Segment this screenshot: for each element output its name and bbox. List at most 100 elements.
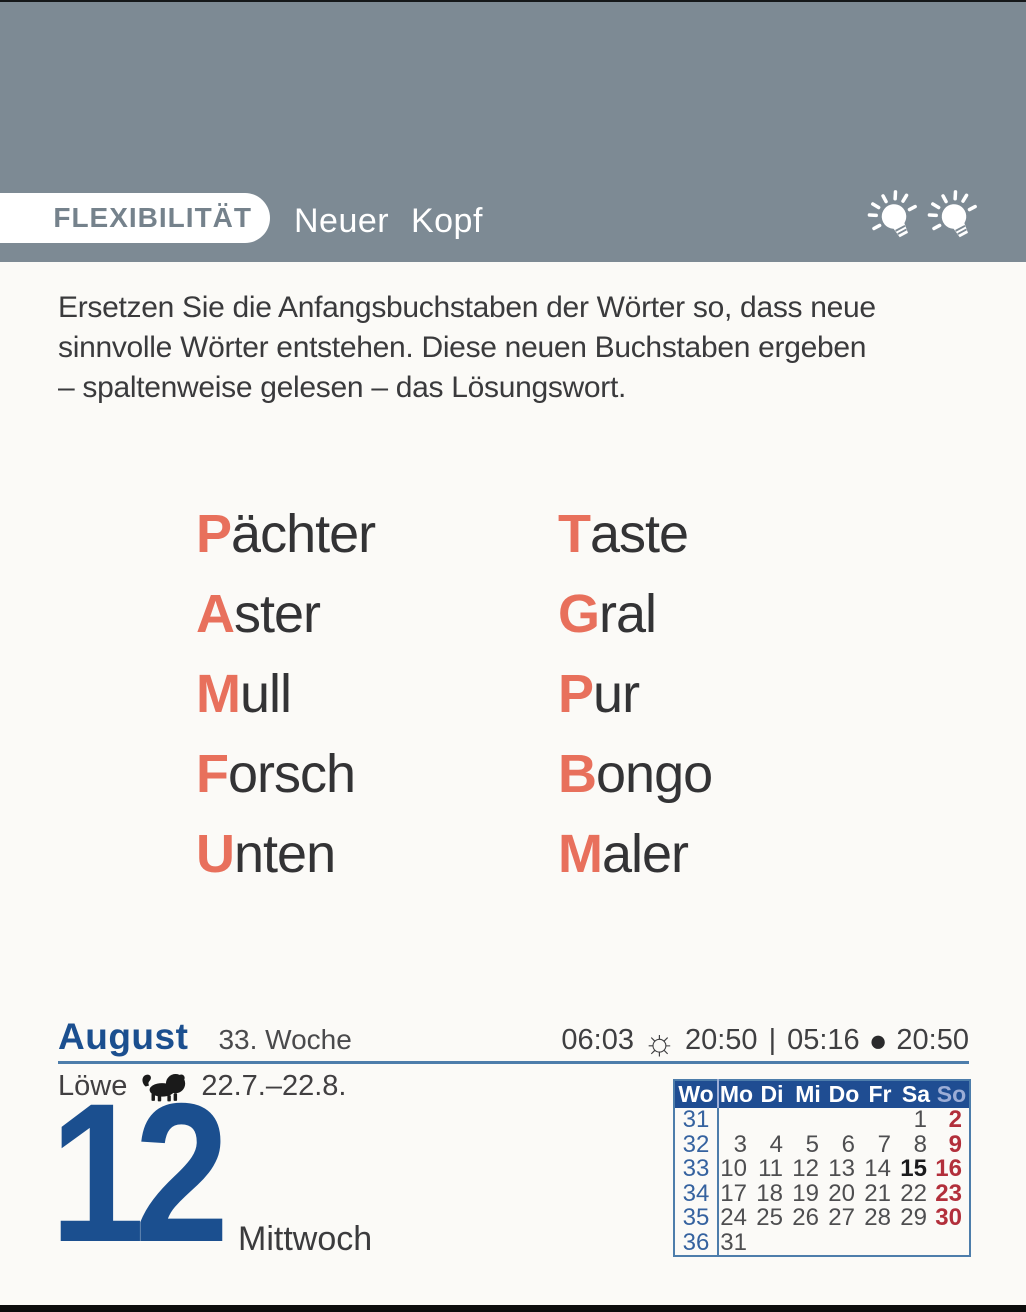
word-initial: M [196, 664, 241, 724]
word-rest: ull [239, 664, 292, 724]
calendar-day: 14 [864, 1155, 891, 1183]
leo-lion-icon [142, 1074, 186, 1102]
puzzle-word: Maler [558, 814, 712, 894]
word-initial: A [196, 584, 235, 644]
scan-edge-top [0, 0, 1026, 2]
month-name: August [58, 1016, 189, 1057]
zodiac-row: Löwe 22.7.–22.8. [58, 1070, 346, 1103]
calendar-day [862, 1108, 898, 1133]
calendar-day: 27 [828, 1204, 855, 1232]
word-initial: P [196, 504, 232, 564]
calendar-header-mo: Mo [718, 1080, 754, 1108]
calendar-header-sa: Sa [898, 1080, 934, 1108]
calendar-week-number: 32 [674, 1132, 719, 1157]
puzzle-word: Unten [196, 814, 375, 894]
moonrise-time: 05:16 [787, 1024, 860, 1056]
calendar-week-number: 33 [674, 1157, 719, 1182]
calendar-day: 2 [948, 1106, 962, 1134]
calendar-header-do: Do [826, 1080, 862, 1108]
day-number: 12 [50, 1062, 229, 1283]
calendar-header-di: Di [754, 1080, 790, 1108]
word-initial: B [558, 744, 597, 804]
calendar-header-fr: Fr [862, 1080, 898, 1108]
calendar-week-number: 36 [674, 1230, 719, 1256]
mini-month-calendar: Wo Mo Di Mi Do Fr Sa So 31 1 2 32 3 4 5 6 7 8 9 33 10 11 12 13… [673, 1079, 971, 1257]
calendar-day: 6 [841, 1130, 855, 1158]
calendar-week-row: 31 1 2 [674, 1108, 970, 1133]
scan-edge-bottom [0, 1305, 1026, 1312]
puzzle-word: Gral [558, 574, 712, 654]
calendar-week-number: 35 [674, 1206, 719, 1231]
calendar-day: 25 [756, 1204, 783, 1232]
word-initial: U [196, 824, 235, 884]
word-rest: ster [234, 584, 321, 644]
calendar-day [790, 1231, 826, 1257]
puzzle-word: Forsch [196, 734, 375, 814]
calendar-day [826, 1108, 862, 1133]
calendar-week-row: 32 3 4 5 6 7 8 9 [674, 1130, 970, 1158]
calendar-day: 23 [935, 1179, 962, 1207]
calendar-day: 10 [720, 1155, 747, 1183]
word-rest: aler [601, 824, 689, 884]
calendar-header-mi: Mi [790, 1080, 826, 1108]
calendar-day: 7 [877, 1130, 891, 1158]
calendar-day: 18 [756, 1179, 783, 1207]
calendar-day: 31 [720, 1228, 747, 1256]
time-divider: | [768, 1024, 777, 1056]
month-week-group: August 33. Woche [58, 1016, 352, 1058]
calendar-day: 19 [792, 1179, 819, 1207]
category-label: FLEXIBILITÄT [53, 202, 252, 233]
calendar-day: 29 [900, 1204, 927, 1232]
zodiac-name: Löwe [58, 1070, 128, 1102]
calendar-day: 11 [758, 1155, 783, 1183]
lightbulb-icon [867, 190, 917, 238]
word-initial: F [196, 744, 229, 804]
calendar-day [826, 1231, 862, 1257]
header-band: FLEXIBILITÄT Neuer Kopf [0, 2, 1026, 262]
puzzle-word: Taste [558, 494, 712, 574]
calendar-day: 22 [900, 1179, 927, 1207]
word-initial: P [558, 664, 594, 724]
word-initial: M [558, 824, 603, 884]
calendar-day: 15 [900, 1155, 927, 1183]
word-initial: T [558, 504, 591, 564]
word-rest: ongo [596, 744, 713, 804]
calendar-day [862, 1231, 898, 1257]
calendar-day: 5 [805, 1130, 819, 1158]
calendar-day [718, 1108, 754, 1133]
word-rest: ur [593, 664, 640, 724]
weekday-name: Mittwoch [238, 1220, 373, 1258]
mini-calendar-header: Wo Mo Di Mi Do Fr Sa So [674, 1080, 970, 1108]
month-row: August 33. Woche 06:03 ☼ 20:50 | 05:16 ●… [58, 1016, 969, 1062]
word-rest: orsch [228, 744, 356, 804]
calendar-week-row: 34 17 18 19 20 21 22 23 [674, 1179, 970, 1207]
puzzle-word: Pächter [196, 494, 376, 574]
calendar-day: 1 [913, 1106, 927, 1134]
moonset-time: 20:50 [896, 1024, 969, 1056]
word-rest: ächter [231, 504, 376, 564]
calendar-day: 12 [792, 1155, 819, 1183]
calendar-day: 3 [733, 1130, 747, 1158]
calendar-day: 9 [948, 1130, 962, 1158]
calendar-day: 24 [720, 1204, 747, 1232]
calendar-day: 17 [720, 1179, 747, 1207]
mini-calendar-body: 31 1 2 32 3 4 5 6 7 8 9 33 10 11 12 13 14 15 16 34 17 18 19 20 2… [674, 1108, 970, 1256]
week-label: 33. Woche [218, 1024, 352, 1055]
word-rest: aste [590, 504, 689, 564]
word-column-left: Pächter Aster Mull Forsch Unten [196, 494, 376, 894]
calendar-week-number: 34 [674, 1181, 719, 1206]
word-column-right: Taste Gral Pur Bongo Maler [558, 494, 713, 894]
divider-rule [58, 1061, 969, 1064]
sun-moon-times: 06:03 ☼ 20:50 | 05:16 ● 20:50 [561, 1020, 969, 1062]
calendar-day: 28 [864, 1204, 891, 1232]
calendar-day: 21 [864, 1179, 891, 1207]
calendar-week-number: 31 [674, 1108, 719, 1133]
sunrise-time: 06:03 [561, 1024, 634, 1056]
calendar-day [754, 1231, 790, 1257]
calendar-week-row: 36 31 [674, 1228, 970, 1257]
category-badge: FLEXIBILITÄT [0, 193, 270, 243]
calendar-day [934, 1231, 970, 1257]
puzzle-instructions: Ersetzen Sie die Anfangsbuchstaben der W… [58, 291, 876, 404]
puzzle-word: Pur [558, 654, 712, 734]
